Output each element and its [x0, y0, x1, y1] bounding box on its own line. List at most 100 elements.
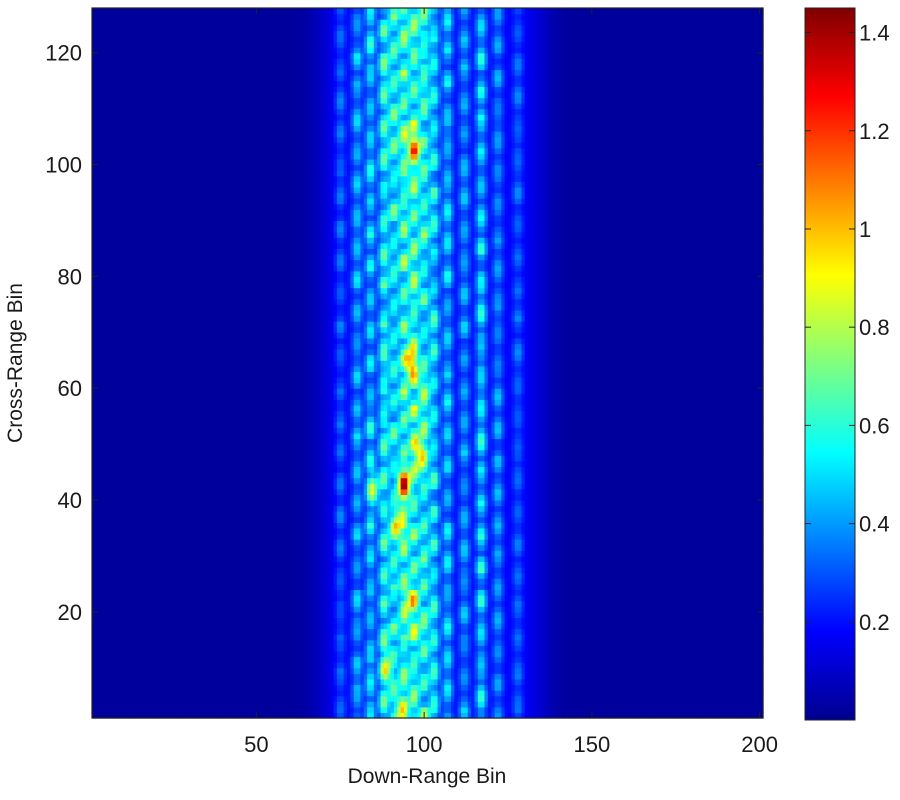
- heatmap-cell: [98, 494, 103, 501]
- heatmap-cell: [135, 181, 140, 188]
- heatmap-cell: [162, 293, 167, 300]
- heatmap-cell: [108, 158, 113, 166]
- heatmap-cell: [102, 181, 107, 188]
- heatmap-cell: [118, 108, 123, 115]
- heatmap-cell: [92, 293, 96, 300]
- heatmap-cell: [142, 567, 147, 574]
- heatmap-cell: [98, 600, 103, 607]
- heatmap-cell: [192, 69, 197, 76]
- heatmap-cell: [189, 477, 194, 484]
- heatmap-cell: [192, 360, 197, 367]
- heatmap-cell: [162, 494, 167, 501]
- heatmap-cell: [135, 578, 140, 585]
- heatmap-cell: [152, 114, 157, 121]
- heatmap-cell: [185, 75, 190, 82]
- heatmap-cell: [142, 544, 147, 551]
- heatmap-cell: [118, 253, 123, 261]
- heatmap-cell: [169, 209, 174, 216]
- heatmap-cell: [115, 555, 120, 563]
- heatmap-cell: [155, 499, 160, 507]
- heatmap-cell: [149, 561, 153, 568]
- heatmap-cell: [108, 181, 113, 188]
- heatmap-cell: [115, 438, 120, 445]
- heatmap-cell: [132, 527, 137, 535]
- heatmap-cell: [132, 690, 137, 697]
- heatmap-cell: [92, 477, 96, 484]
- heatmap-cell: [135, 533, 140, 540]
- heatmap-cell: [169, 561, 174, 568]
- heatmap-cell: [199, 444, 204, 451]
- heatmap-cell: [179, 337, 184, 345]
- heatmap-cell: [175, 583, 180, 591]
- heatmap-cell: [172, 354, 177, 361]
- heatmap-cell: [128, 242, 133, 249]
- heatmap-cell: [108, 650, 113, 658]
- heatmap-cell: [138, 259, 143, 266]
- heatmap-cell: [132, 259, 137, 266]
- heatmap-cell: [175, 309, 180, 317]
- heatmap-cell: [199, 242, 204, 249]
- heatmap-cell: [95, 198, 100, 205]
- heatmap-cell: [145, 242, 150, 249]
- heatmap-cell: [145, 170, 150, 177]
- heatmap-cell: [199, 645, 204, 652]
- heatmap-cell: [192, 293, 197, 300]
- heatmap-cell: [162, 410, 167, 417]
- heatmap-cell: [98, 226, 103, 233]
- heatmap-cell: [145, 58, 150, 65]
- heatmap-cell: [192, 706, 197, 714]
- heatmap-cell: [159, 203, 164, 210]
- heatmap-cell: [125, 326, 130, 333]
- heatmap-cell: [155, 455, 160, 462]
- heatmap-cell: [115, 298, 120, 305]
- heatmap-cell: [169, 164, 174, 171]
- heatmap-cell: [185, 253, 190, 261]
- heatmap-cell: [165, 706, 170, 714]
- heatmap-cell: [189, 108, 194, 115]
- heatmap-cell: [118, 690, 123, 697]
- heatmap-cell: [165, 600, 170, 607]
- heatmap-cell: [165, 488, 170, 495]
- heatmap-cell: [98, 639, 103, 646]
- heatmap-cell: [185, 550, 190, 557]
- heatmap-cell: [128, 416, 133, 423]
- heatmap-cell: [192, 175, 197, 182]
- heatmap-cell: [179, 622, 184, 630]
- heatmap-cell: [159, 69, 164, 76]
- heatmap-cell: [98, 421, 103, 428]
- heatmap-cell: [182, 142, 187, 149]
- heatmap-cell: [135, 690, 140, 697]
- heatmap-cell: [108, 589, 113, 596]
- heatmap-cell: [179, 293, 184, 300]
- heatmap-cell: [189, 499, 194, 507]
- heatmap-cell: [159, 30, 164, 37]
- heatmap-cell: [142, 198, 147, 205]
- heatmap-cell: [142, 242, 147, 249]
- heatmap-cell: [159, 399, 164, 406]
- heatmap-cell: [162, 606, 167, 613]
- heatmap-cell: [172, 192, 177, 199]
- heatmap-cell: [138, 483, 143, 490]
- heatmap-cell: [95, 91, 100, 99]
- heatmap-cell: [185, 567, 190, 574]
- heatmap-cell: [128, 220, 133, 227]
- heatmap-cell: [128, 628, 133, 635]
- heatmap-cell: [95, 639, 100, 646]
- heatmap-cell: [135, 153, 140, 160]
- heatmap-cell: [155, 539, 160, 546]
- heatmap-cell: [162, 315, 167, 322]
- heatmap-cell: [192, 544, 197, 551]
- heatmap-cell: [112, 343, 117, 350]
- heatmap-cell: [162, 472, 167, 479]
- heatmap-cell: [98, 690, 103, 697]
- heatmap-cell: [138, 315, 143, 322]
- heatmap-cell: [189, 332, 194, 339]
- heatmap-cell: [185, 511, 190, 518]
- heatmap-cell: [169, 220, 174, 227]
- heatmap-cell: [132, 634, 137, 641]
- heatmap-cell: [118, 153, 123, 160]
- heatmap-cell: [92, 237, 96, 244]
- heatmap-cell: [175, 153, 180, 160]
- heatmap-cell: [95, 432, 100, 440]
- heatmap-cell: [118, 63, 123, 71]
